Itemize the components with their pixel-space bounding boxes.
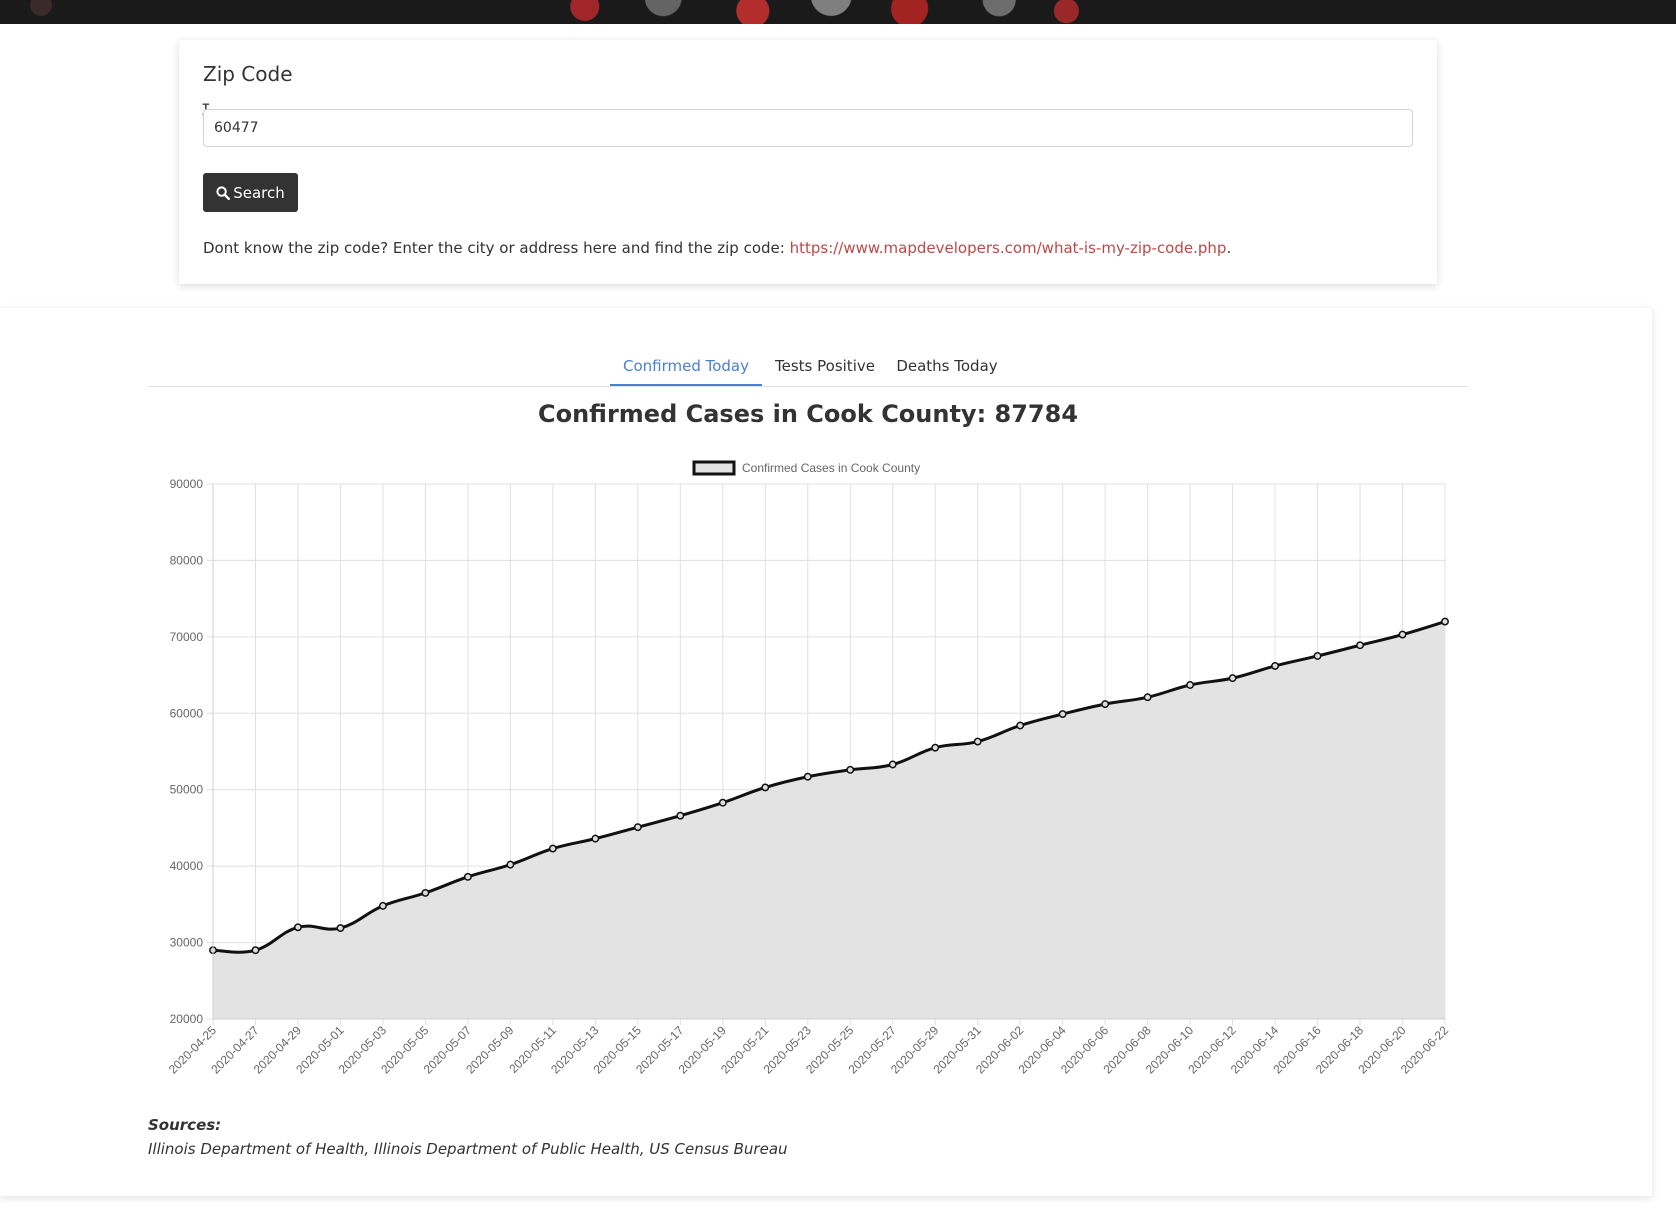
data-point <box>761 783 770 792</box>
data-point <box>1058 710 1067 718</box>
data-point <box>336 924 345 932</box>
help-text-body: Dont know the zip code? Enter the city o… <box>203 239 790 257</box>
sources-text: Illinois Department of Health, Illinois … <box>148 1140 788 1158</box>
sources-label: Sources: <box>148 1116 222 1134</box>
series-area-fill <box>213 621 1445 1019</box>
data-point <box>1016 721 1025 730</box>
zip-search-card: Zip Code I Search Dont know the zip code… <box>179 40 1437 284</box>
data-point <box>1186 681 1195 689</box>
data-point <box>718 798 727 807</box>
zip-code-label: Zip Code <box>203 62 293 86</box>
data-point <box>1101 700 1110 709</box>
data-point <box>591 834 600 843</box>
data-point <box>421 888 430 897</box>
help-text-suffix: . <box>1226 239 1232 257</box>
confirmed-cases-chart: 20000 30000 40000 50000 60000 70000 80000 90000… <box>166 460 1451 1077</box>
data-point <box>378 901 387 910</box>
top-banner <box>0 0 1676 24</box>
chart-tabs: Confirmed Today Tests Positive Deaths To… <box>148 348 1468 387</box>
data-point <box>294 923 302 932</box>
series-line <box>212 620 1446 954</box>
tab-deaths-today[interactable]: Deaths Today <box>896 357 998 375</box>
zip-help-text: Dont know the zip code? Enter the city o… <box>203 239 1231 257</box>
data-point <box>846 765 855 774</box>
data-point <box>1228 674 1237 683</box>
zip-finder-link[interactable]: https://www.mapdevelopers.com/what-is-my… <box>789 239 1227 257</box>
data-point <box>506 860 515 869</box>
y-tick-label: 60000 <box>170 706 204 720</box>
tab-tests-positive[interactable]: Tests Positive <box>775 357 875 375</box>
data-point <box>548 844 557 853</box>
data-point <box>888 760 897 769</box>
virus-banner-image <box>540 0 1100 24</box>
y-tick-label: 90000 <box>170 477 204 491</box>
data-point <box>633 823 642 832</box>
data-point <box>1143 693 1152 702</box>
y-tick-label: 70000 <box>170 630 204 644</box>
legend-swatch <box>692 460 736 476</box>
data-point <box>251 946 260 955</box>
search-button[interactable]: Search <box>203 173 298 212</box>
data-point <box>1356 641 1364 650</box>
y-tick-label: 40000 <box>170 859 204 873</box>
y-tick-label: 80000 <box>170 553 204 567</box>
data-point <box>973 737 982 746</box>
data-point <box>1271 661 1280 670</box>
data-point <box>1441 617 1449 626</box>
y-tick-label: 50000 <box>170 783 204 797</box>
data-point <box>931 743 940 752</box>
data-point <box>1313 652 1322 660</box>
data-point <box>803 772 812 781</box>
data-point <box>676 811 685 820</box>
banner-logo <box>30 0 52 16</box>
search-icon <box>216 185 231 200</box>
chart-card: Confirmed Today Tests Positive Deaths To… <box>0 308 1652 1196</box>
data-point <box>463 872 472 881</box>
zip-code-input[interactable] <box>203 109 1413 147</box>
y-tick-label: 30000 <box>170 936 204 950</box>
tab-confirmed-today[interactable]: Confirmed Today <box>610 348 762 386</box>
legend-label: Confirmed Cases in Cook County <box>742 461 920 475</box>
search-button-label: Search <box>233 183 285 202</box>
y-tick-label: 20000 <box>170 1012 204 1026</box>
chart-title: Confirmed Cases in Cook County: 87784 <box>537 400 1079 428</box>
data-point <box>1398 630 1407 639</box>
